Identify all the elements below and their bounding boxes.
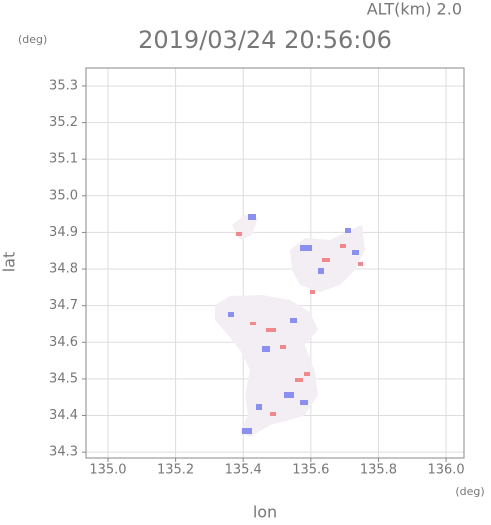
y-tick-label: 35.2 <box>49 115 78 130</box>
y-tick-label: 34.8 <box>49 262 78 277</box>
y-axis-label: lat <box>0 252 19 273</box>
altitude-label: ALT(km) 2.0 <box>367 0 462 19</box>
y-tick-label: 34.3 <box>49 445 78 460</box>
plot-frame <box>85 67 465 459</box>
x-tick-label: 135.0 <box>89 463 126 478</box>
y-unit: (deg) <box>18 33 47 46</box>
echo-field <box>215 214 365 437</box>
y-tick-label: 34.7 <box>49 298 78 313</box>
y-tick-label: 35.3 <box>49 78 78 93</box>
echo-region <box>215 295 318 437</box>
x-tick-label: 136.0 <box>427 463 464 478</box>
y-tick-label: 34.9 <box>49 225 78 240</box>
y-tick-label: 34.4 <box>49 408 78 423</box>
y-tick-label: 34.5 <box>49 371 78 386</box>
chart-title: 2019/03/24 20:56:06 <box>138 26 392 54</box>
x-tick-label: 135.8 <box>360 463 397 478</box>
x-tick-label: 135.2 <box>157 463 194 478</box>
y-tick-label: 35.1 <box>49 152 78 167</box>
y-tick-label: 34.6 <box>49 335 78 350</box>
x-axis-label: lon <box>253 503 277 522</box>
echo-blue <box>228 214 359 434</box>
grid <box>86 68 464 458</box>
y-tick-label: 35.0 <box>49 188 78 203</box>
x-unit: (deg) <box>455 485 484 498</box>
x-tick-label: 135.6 <box>292 463 329 478</box>
echo-red <box>236 232 363 416</box>
x-tick-label: 135.4 <box>225 463 262 478</box>
